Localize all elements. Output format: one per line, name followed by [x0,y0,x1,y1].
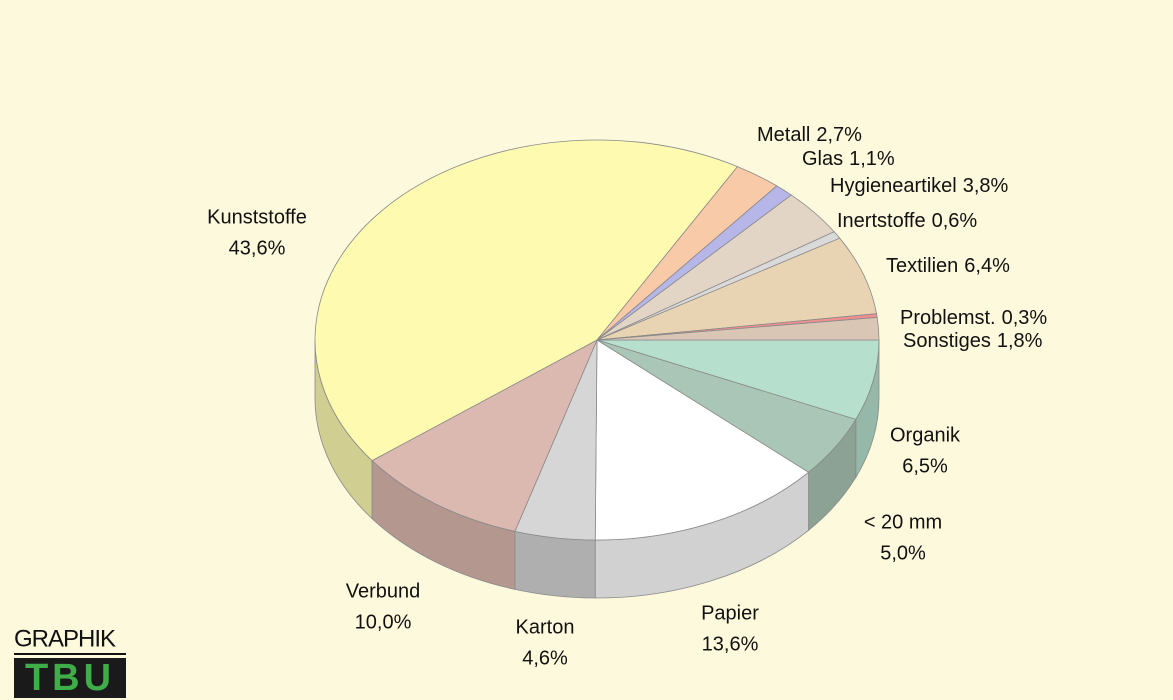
slice-value-label: 0,6% [932,210,978,232]
slice-value-label: 5,0% [880,542,926,564]
slice-label: Kunststoffe [207,206,307,228]
slice-value-label: 6,4% [964,255,1010,277]
slice-label: Metall [757,124,810,146]
slice-label: Verbund [346,580,421,602]
slice-tops [314,139,880,541]
slice-label-group: Sonstiges 1,8% [903,330,1043,352]
slice-label-group: Metall 2,7% [757,124,862,146]
slice [371,339,598,532]
slice-value-label: 2,7% [816,124,862,146]
slice-label: Hygieneartikel [830,175,957,197]
logo-bottom: TBU [25,657,115,699]
slice-label: Glas [802,148,843,170]
slice-label-group: Inertstoffe 0,6% [837,210,977,232]
slice-side [514,530,596,599]
slice-label-group: Textilien 6,4% [886,255,1010,277]
slice-value-label: 0,3% [1002,307,1048,329]
logo-top: GRAPHIK [14,625,116,652]
slice-label-group: Problemst. 0,3% [900,307,1047,329]
slice [596,237,878,341]
slice-value-label: 13,6% [702,633,759,655]
slice [596,339,880,420]
logo-box [14,658,126,698]
slice-value-label: 1,8% [997,330,1043,352]
slice-value-label: 4,6% [522,647,568,669]
slice-sides [314,339,880,599]
slice-label: Inertstoffe [837,210,926,232]
slice-value-label: 3,8% [963,175,1009,197]
slice-label: Textilien [886,255,958,277]
slice-label: Organik [890,424,961,446]
slice [314,139,739,462]
labels: Organik 6,5% < 20 mm 5,0% Papier 13,6% Karton 4… [207,124,1047,669]
slice-label: Sonstiges [903,330,991,352]
slice-label: Problemst. [900,307,996,329]
slice-value-label: 6,5% [902,455,948,477]
slice-value-label: 1,1% [849,148,895,170]
slice [594,339,810,541]
slice-value-label: 10,0% [355,611,412,633]
slice-label: Papier [701,602,759,624]
slice [596,317,880,341]
slice-label: Karton [516,616,575,638]
slice-label: < 20 mm [864,511,942,533]
slice-label-group: Hygieneartikel 3,8% [830,175,1009,197]
logo: GRAPHIK TBU [14,625,126,699]
slice-label-group: Glas 1,1% [802,148,895,170]
slice-value-label: 43,6% [229,237,286,259]
